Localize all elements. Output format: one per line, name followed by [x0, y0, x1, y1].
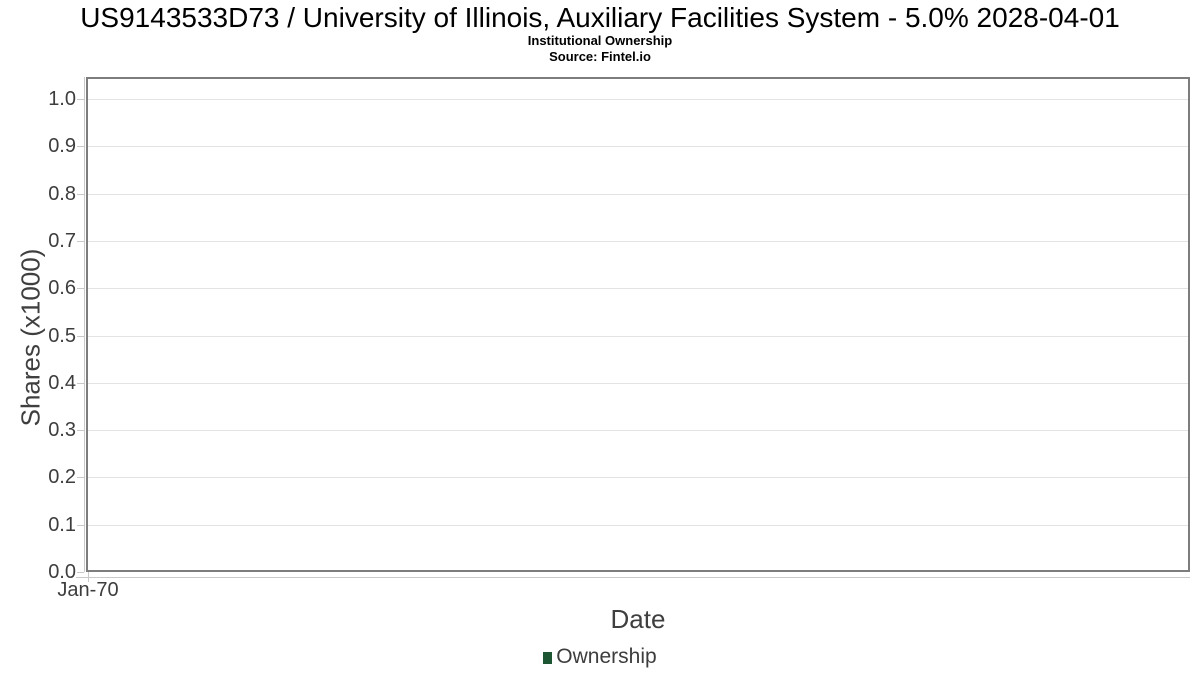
plot-area [86, 77, 1190, 572]
y-tick-label: 0.0 [48, 561, 76, 583]
y-tick-mark [77, 572, 84, 573]
gridline [88, 525, 1188, 526]
gridline [88, 146, 1188, 147]
y-tick-label: 0.6 [48, 277, 76, 299]
y-tick-mark [77, 383, 84, 384]
legend-label-ownership: Ownership [556, 645, 657, 668]
y-tick-mark [77, 99, 84, 100]
y-tick-mark [77, 525, 84, 526]
y-tick-mark [77, 336, 84, 337]
gridline [88, 288, 1188, 289]
x-tick-label: Jan-70 [57, 579, 119, 601]
y-tick-label: 0.4 [48, 372, 76, 394]
gridline [88, 383, 1188, 384]
gridline [88, 194, 1188, 195]
y-tick-label: 0.2 [48, 466, 76, 488]
y-tick-label: 0.9 [48, 135, 76, 157]
y-tick-mark [77, 146, 84, 147]
chart-source-credit: Source: Fintel.io [549, 49, 651, 64]
legend-marker-ownership [543, 652, 553, 664]
chart-subtitle: Institutional Ownership [527, 33, 673, 48]
y-tick-mark [77, 194, 84, 195]
gridline [88, 430, 1188, 431]
y-tick-label: 0.7 [48, 230, 76, 252]
y-axis-line [84, 77, 85, 572]
gridline [88, 336, 1188, 337]
y-tick-label: 0.5 [48, 325, 76, 347]
y-tick-label: 0.8 [48, 183, 76, 205]
x-axis-label: Date [610, 604, 666, 634]
y-tick-label: 0.3 [48, 419, 76, 441]
legend: Ownership [0, 644, 1200, 670]
gridline [88, 477, 1188, 478]
gridline [88, 241, 1188, 242]
y-tick-mark [77, 430, 84, 431]
gridline [88, 99, 1188, 100]
x-axis-line [76, 577, 1190, 578]
y-tick-label: 1.0 [48, 88, 76, 110]
y-tick-mark [77, 241, 84, 242]
y-tick-mark [77, 477, 84, 478]
y-tick-mark [77, 288, 84, 289]
chart-title: US9143533D73 / University of Illinois, A… [80, 2, 1120, 33]
y-tick-label: 0.1 [48, 514, 76, 536]
